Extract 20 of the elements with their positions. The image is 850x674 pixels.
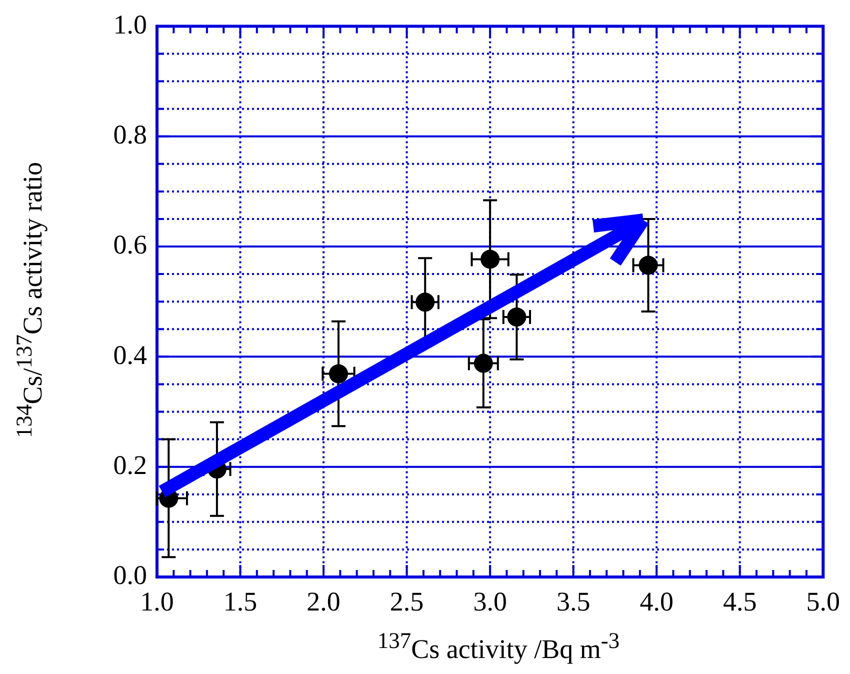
- x-axis-title: $^{137}$Cs activity /Bq m$^{-3}$: [376, 628, 621, 665]
- x-tick-label: 4.0: [640, 586, 674, 616]
- point: [480, 250, 500, 269]
- y-tick-label: 0.8: [113, 119, 147, 150]
- x-tick-label: 2.0: [306, 586, 340, 616]
- x-tick-label: 2.5: [390, 586, 424, 616]
- x-tick-label: 3.0: [473, 586, 507, 616]
- point: [507, 308, 526, 327]
- x-tick-label: 5.0: [806, 586, 840, 616]
- point: [416, 292, 435, 312]
- point: [474, 354, 493, 373]
- y-tick-label: 0.2: [113, 450, 147, 480]
- x-tick-label: 3.5: [556, 586, 590, 616]
- x-tick-label: 4.5: [722, 586, 757, 616]
- point: [638, 256, 658, 275]
- y-tick-label: 0.6: [113, 230, 147, 260]
- point: [329, 364, 348, 384]
- y-tick-label: 0.4: [113, 340, 148, 370]
- x-tick-label: 1.5: [223, 586, 258, 616]
- y-tick-label: 1.0: [113, 9, 147, 40]
